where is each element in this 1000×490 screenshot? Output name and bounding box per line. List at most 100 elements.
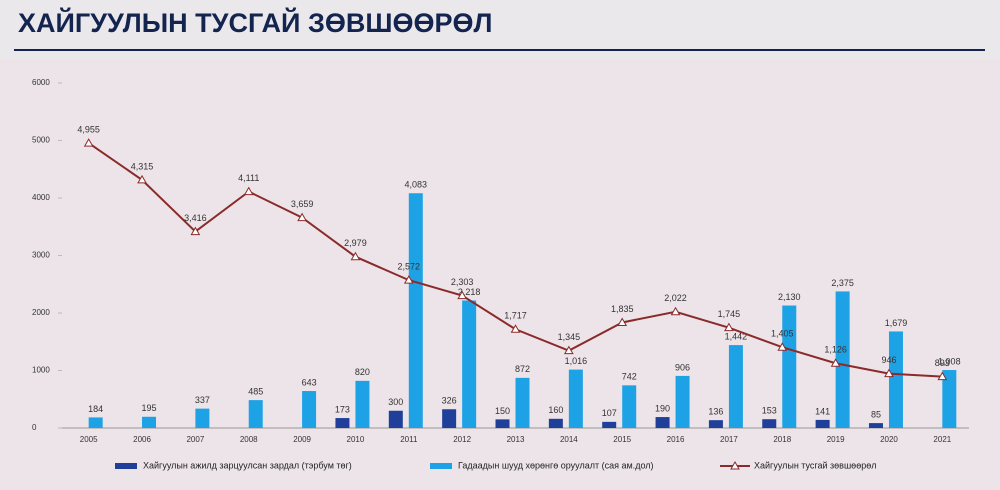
bar [942, 370, 957, 428]
data-label: 1,126 [824, 345, 847, 355]
line-marker [297, 212, 307, 222]
data-label: 872 [515, 364, 530, 374]
line-marker [350, 251, 361, 261]
data-label: 2,218 [458, 287, 481, 297]
x-tick-label: 2015 [613, 435, 631, 444]
bar [548, 418, 563, 428]
y-tick-label: 4000 [32, 193, 50, 202]
data-label: 742 [622, 372, 637, 382]
legend: Хайгуулын ажилд зарцуулсан зардал (тэрбу… [115, 460, 876, 470]
bar [655, 417, 670, 428]
data-label: 337 [195, 395, 210, 405]
bar [462, 300, 477, 428]
data-label: 184 [88, 404, 103, 414]
data-label: 643 [302, 377, 317, 387]
data-label: 1,835 [611, 304, 634, 314]
data-label: 485 [248, 386, 263, 396]
x-tick-label: 2014 [560, 435, 578, 444]
data-label: 2,572 [398, 261, 421, 271]
bar [388, 410, 403, 428]
x-tick-label: 2018 [773, 435, 791, 444]
line-marker [190, 226, 201, 236]
line-marker [617, 317, 628, 326]
bar [355, 380, 370, 428]
bar [568, 369, 583, 428]
data-label: 160 [548, 405, 563, 415]
x-tick-label: 2017 [720, 435, 738, 444]
legend-label: Гадаадын шууд хөрөнгө оруулалт (сая ам.д… [458, 460, 654, 470]
bar [88, 417, 103, 428]
data-label: 136 [708, 407, 723, 417]
data-label: 946 [881, 355, 896, 365]
data-label: 1,016 [565, 356, 588, 366]
x-tick-label: 2016 [667, 435, 685, 444]
bar [335, 418, 350, 428]
bar [888, 331, 903, 428]
x-tick-label: 2013 [507, 435, 525, 444]
data-label: 150 [495, 406, 510, 416]
data-label: 195 [142, 403, 157, 413]
x-tick-label: 2012 [453, 435, 471, 444]
bar [835, 291, 850, 428]
line-marker [457, 290, 468, 300]
bar [762, 419, 777, 428]
bar [675, 375, 690, 428]
y-tick-label: 2000 [32, 308, 50, 317]
x-tick-label: 2021 [933, 435, 951, 444]
chart-title: ХАЙГУУЛЫН ТУСГАЙ ЗӨВШӨӨРӨЛ [18, 7, 492, 38]
x-tick-label: 2007 [186, 435, 204, 444]
legend-label: Хайгуулын ажилд зарцуулсан зардал (тэрбу… [143, 460, 352, 470]
data-label: 1,008 [938, 356, 961, 366]
x-tick-label: 2005 [80, 435, 98, 444]
bar [515, 377, 530, 428]
line-marker [137, 174, 147, 184]
y-tick-label: 1000 [32, 366, 50, 375]
data-label: 4,955 [77, 124, 100, 134]
bar [868, 423, 883, 428]
line-marker [83, 138, 94, 147]
data-label: 2,979 [344, 238, 367, 248]
line-marker [403, 275, 414, 284]
line-marker [670, 306, 681, 316]
data-label: 3,659 [291, 199, 314, 209]
line-marker [777, 342, 788, 351]
y-tick-label: 6000 [32, 78, 50, 87]
data-label: 107 [602, 408, 617, 418]
bar [302, 391, 317, 428]
data-label: 1,442 [725, 331, 748, 341]
data-label: 1,745 [718, 309, 741, 319]
bar [195, 408, 210, 428]
data-label: 906 [675, 362, 690, 372]
line-marker [937, 371, 948, 381]
x-tick-label: 2008 [240, 435, 258, 444]
plot-background [0, 60, 1000, 490]
bar [782, 305, 797, 428]
data-label: 300 [388, 397, 403, 407]
x-tick-label: 2020 [880, 435, 898, 444]
bar [708, 420, 723, 428]
data-label: 893 [935, 358, 950, 368]
x-tick-label: 2009 [293, 435, 311, 444]
line-marker [830, 358, 841, 367]
bar [622, 385, 637, 428]
x-tick-label: 2006 [133, 435, 151, 444]
line-marker [510, 324, 521, 333]
data-label: 3,416 [184, 213, 207, 223]
bar [495, 419, 510, 428]
data-label: 141 [815, 406, 830, 416]
bar [248, 400, 263, 428]
bar [408, 193, 423, 428]
data-label: 190 [655, 403, 670, 413]
data-label: 4,083 [405, 180, 428, 190]
bar [728, 345, 743, 428]
legend-swatch-marker [730, 460, 740, 470]
data-label: 326 [442, 396, 457, 406]
x-tick-label: 2010 [347, 435, 365, 444]
data-label: 85 [871, 409, 881, 419]
data-label: 4,111 [238, 173, 259, 183]
line-marker [884, 368, 894, 378]
legend-label: Хайгуулын тусгай зөвшөөрөл [754, 460, 876, 470]
data-label: 1,405 [771, 329, 794, 339]
data-label: 173 [335, 404, 350, 414]
data-label: 2,022 [664, 293, 687, 303]
